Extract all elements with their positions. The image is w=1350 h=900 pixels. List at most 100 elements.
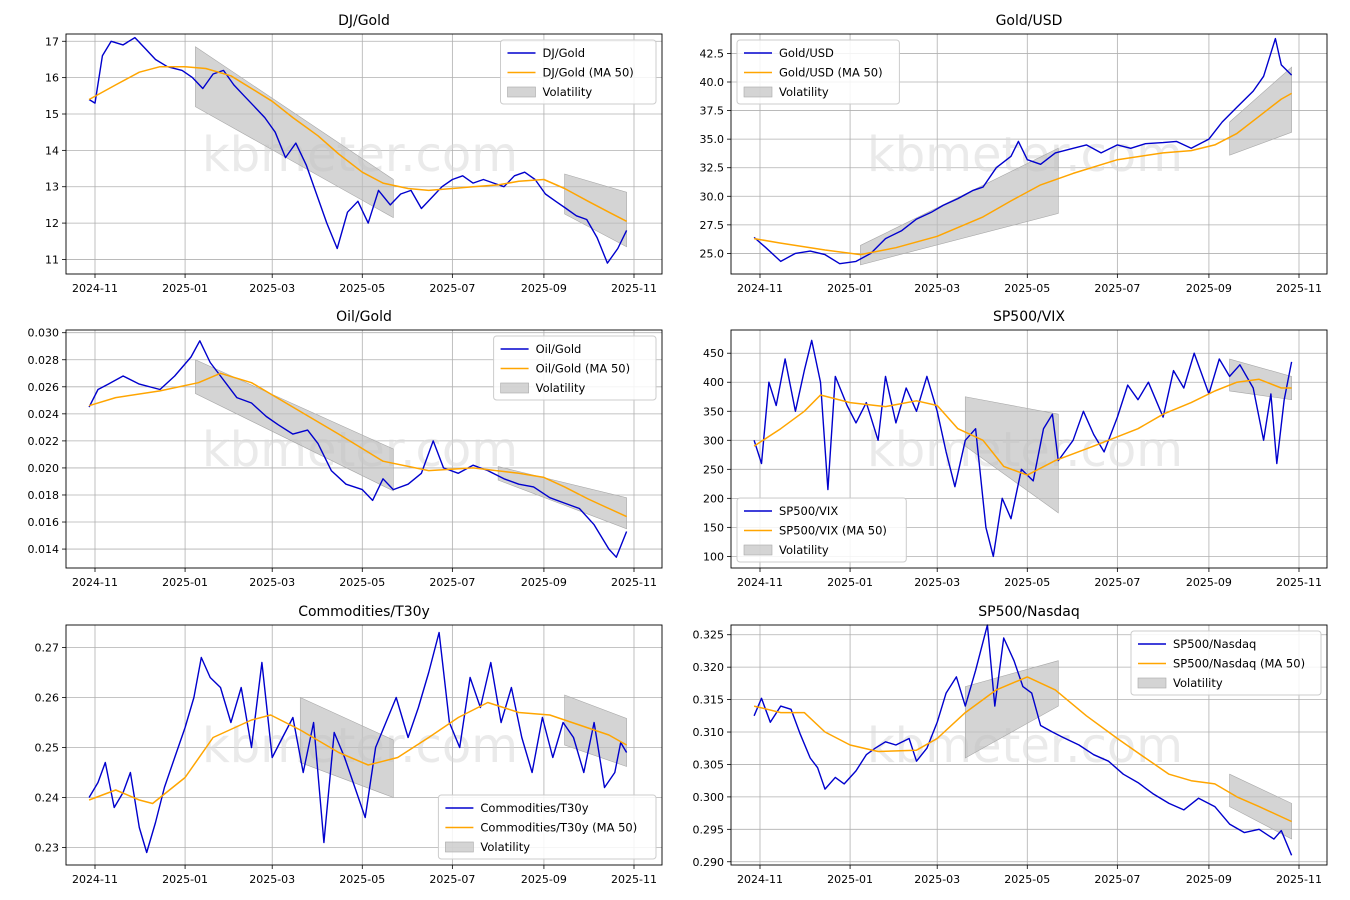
y-tick-label: 0.290 [693,856,725,869]
price-series-line [88,36,628,264]
x-tick-label: 2025-03 [249,576,295,589]
legend-label: SP500/VIX [779,504,838,518]
ma-series-line [753,92,1292,256]
legend-label: DJ/Gold (MA 50) [543,66,634,80]
y-tick-label: 0.018 [28,489,60,502]
chart-panel: DJ/Gold 2024-11 2025-01 2025-03 2025-05 2025-… [45,13,663,295]
price-series-line [753,339,1293,558]
x-tick-label: 2025-05 [339,873,385,886]
volatility-band [964,660,1059,759]
x-tick-label: 2025-11 [1276,576,1322,589]
x-tick-label: 2025-03 [249,873,295,886]
legend-box [736,497,907,563]
y-tick-label: 35.0 [700,133,725,146]
y-tick-label: 100 [703,550,724,563]
y-tick-label: 0.305 [693,758,725,771]
x-tick-label: 2025-07 [1094,873,1140,886]
legend-label: Volatility [536,381,586,395]
legend-swatch-volatility [1137,677,1167,689]
x-tick-label: 2025-09 [1186,282,1232,295]
legend: DJ/Gold DJ/Gold (MA 50) Volatility [500,39,657,105]
legend-label: Oil/Gold (MA 50) [536,362,630,376]
x-tick-label: 2025-01 [162,282,208,295]
x-tick-label: 2025-01 [827,576,873,589]
y-tick-label: 0.310 [693,726,725,739]
y-tick-label: 0.24 [35,792,60,805]
x-tick-label: 2025-11 [611,873,657,886]
y-tick-label: 0.020 [28,462,60,475]
volatility-band [964,396,1059,514]
volatility-band [564,173,627,248]
y-tick-label: 12 [45,217,59,230]
y-tick-label: 40.0 [700,76,725,89]
y-tick-label: 11 [45,253,59,266]
y-tick-label: 0.024 [28,408,60,421]
legend: Commodities/T30y Commodities/T30y (MA 50)… [437,794,657,860]
volatility-band [497,466,627,530]
x-tick-label: 2024-11 [737,873,783,886]
legend-box [1130,630,1322,696]
legend: SP500/Nasdaq SP500/Nasdaq (MA 50) Volatili… [1130,630,1322,696]
x-tick-label: 2025-07 [429,873,475,886]
x-tick-label: 2025-07 [429,282,475,295]
y-tick-label: 0.23 [35,842,60,855]
y-tick-label: 0.25 [35,742,60,755]
x-tick-label: 2025-01 [827,873,873,886]
price-series-line [88,631,628,854]
legend-label: Volatility [779,543,829,557]
chart-title: SP500/VIX [993,309,1065,325]
ma-series-line [753,378,1292,476]
x-tick-label: 2025-09 [521,873,567,886]
y-tick-label: 42.5 [700,47,725,60]
y-tick-label: 300 [703,434,724,447]
y-tick-label: 25.0 [700,247,725,260]
x-tick-label: 2025-03 [914,576,960,589]
volatility-band [195,359,394,492]
plot-frame [730,329,1328,569]
price-series-line [753,37,1293,265]
y-tick-label: 150 [703,521,724,534]
legend-box [437,794,657,860]
legend-swatch-volatility [507,86,536,98]
chart-panel: Commodities/T30y 2024-11 2025-01 2025-03 202… [35,604,663,886]
y-tick-label: 0.26 [35,692,60,705]
legend-label: Oil/Gold [536,342,582,356]
y-tick-label: 350 [703,405,724,418]
y-tick-label: 14 [45,144,59,157]
legend-label: Volatility [543,85,593,99]
legend-label: Volatility [779,85,829,99]
volatility-band [299,697,394,798]
x-tick-label: 2025-11 [611,576,657,589]
legend-label: Commodities/T30y (MA 50) [480,821,637,835]
x-tick-label: 2024-11 [72,576,118,589]
price-series-line [88,340,628,558]
y-tick-label: 0.016 [28,516,60,529]
chart-panel: Gold/USD 2024-11 2025-01 2025-03 2025-05 2025… [700,13,1328,295]
x-tick-label: 2025-01 [162,576,208,589]
chart-title: Commodities/T30y [298,604,430,620]
y-tick-label: 0.022 [28,435,60,448]
chart-title: SP500/Nasdaq [978,604,1079,620]
legend-label: Gold/USD [779,46,834,60]
plot-frame [730,33,1328,275]
chart-title: Oil/Gold [336,309,392,325]
ma-series-line [88,701,627,805]
ma-series-line [88,372,627,518]
x-tick-label: 2025-11 [611,282,657,295]
x-tick-label: 2025-05 [339,282,385,295]
plot-frame [65,624,663,866]
legend-box [500,39,657,105]
legend-label: SP500/VIX (MA 50) [779,524,887,538]
legend-box [736,39,900,105]
plot-frame [65,329,663,569]
x-tick-label: 2025-03 [914,282,960,295]
x-tick-label: 2025-11 [1276,282,1322,295]
volatility-band [1229,66,1292,156]
x-tick-label: 2025-07 [1094,282,1140,295]
x-tick-label: 2025-01 [827,282,873,295]
legend-box [493,335,657,401]
x-tick-label: 2025-03 [914,873,960,886]
legend-label: Volatility [1173,676,1223,690]
x-tick-label: 2024-11 [72,873,118,886]
legend-swatch-volatility [445,841,474,853]
